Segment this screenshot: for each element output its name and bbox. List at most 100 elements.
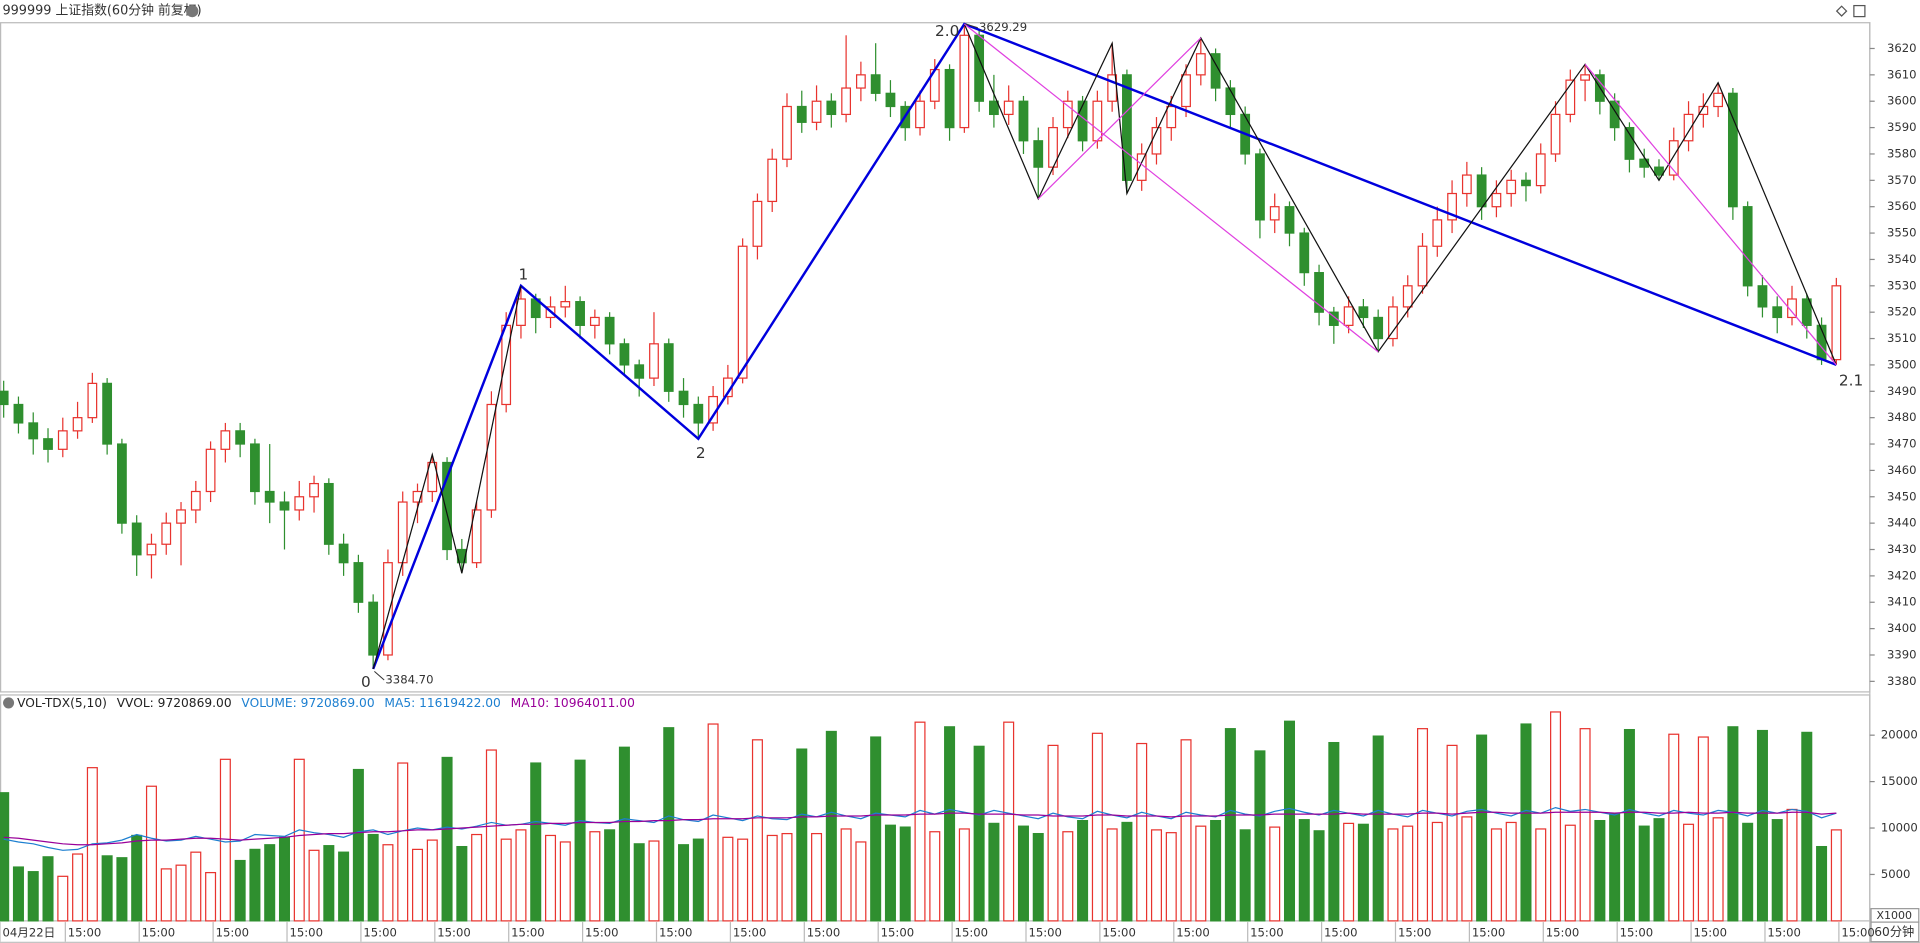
candle-body bbox=[117, 443, 127, 524]
volume-bar bbox=[1298, 819, 1310, 922]
candle-body bbox=[442, 461, 452, 551]
volume-bar bbox=[1357, 823, 1369, 922]
x-tick-label: 15:00 bbox=[881, 926, 915, 940]
candle-body bbox=[663, 343, 674, 392]
volume-bar bbox=[205, 871, 217, 922]
candle-body bbox=[1521, 179, 1531, 187]
volume-bar bbox=[1269, 826, 1281, 922]
candle-body bbox=[1181, 74, 1191, 108]
volume-bar bbox=[870, 736, 882, 922]
candle-body bbox=[161, 522, 172, 545]
volume-bar bbox=[441, 756, 453, 922]
candle-body bbox=[1580, 74, 1590, 81]
volume-bar bbox=[1017, 825, 1029, 922]
volume-bar bbox=[1136, 742, 1148, 922]
candle-body bbox=[693, 403, 704, 424]
volume-bar bbox=[1535, 828, 1547, 922]
candle-body bbox=[737, 245, 748, 379]
x-tick-label: 15:00 bbox=[1398, 926, 1432, 940]
volume-bar bbox=[825, 730, 837, 922]
volume-bar bbox=[1003, 721, 1015, 922]
y-tick-label: 3500 bbox=[1887, 357, 1917, 371]
legend-entry: MA5: 11619422.00 bbox=[384, 695, 500, 709]
indicator-icon[interactable] bbox=[3, 697, 15, 709]
x-tick-label: 15:00 bbox=[1250, 926, 1284, 940]
candle-body bbox=[1402, 285, 1413, 308]
volume-bar bbox=[411, 848, 424, 922]
legend-entry: MA10: 10964011.00 bbox=[511, 695, 635, 709]
candle-body bbox=[826, 100, 837, 116]
candle-body bbox=[811, 100, 822, 123]
wave-line bbox=[963, 23, 1837, 366]
volume-bar bbox=[1106, 828, 1118, 922]
candle-body bbox=[427, 461, 438, 493]
candle-body bbox=[323, 482, 334, 545]
candle-body bbox=[1077, 100, 1088, 142]
volume-bar bbox=[840, 828, 852, 922]
y-tick-label: 3510 bbox=[1887, 331, 1917, 345]
y-tick-label: 20000 bbox=[1881, 728, 1918, 742]
volume-bar bbox=[1032, 832, 1044, 922]
volume-bar bbox=[1653, 818, 1665, 922]
volume-bar bbox=[485, 749, 497, 922]
volume-bar bbox=[1697, 736, 1709, 922]
period-label[interactable]: 60分钟 bbox=[1874, 924, 1914, 939]
candle-body bbox=[1343, 306, 1354, 326]
candle-body bbox=[309, 482, 319, 498]
volume-bar bbox=[722, 836, 734, 922]
period-box[interactable] bbox=[1870, 921, 1920, 943]
candle-body bbox=[1166, 105, 1177, 129]
volume-bar bbox=[1461, 816, 1473, 922]
volume-bar bbox=[219, 758, 231, 922]
y-tick-label: 3470 bbox=[1887, 437, 1917, 451]
price-label: 3384.70 bbox=[385, 672, 433, 686]
candle-body bbox=[915, 100, 925, 129]
volume-bar bbox=[1195, 825, 1207, 922]
candle-body bbox=[634, 364, 645, 379]
y-tick-label: 5000 bbox=[1881, 867, 1911, 881]
y-tick-label: 3480 bbox=[1887, 410, 1917, 424]
candle-body bbox=[501, 324, 512, 406]
candle-body bbox=[28, 422, 39, 440]
y-tick-label: 10000 bbox=[1881, 821, 1918, 835]
candle-body bbox=[649, 343, 659, 379]
volume-bar bbox=[323, 845, 335, 922]
volume-bar bbox=[1077, 819, 1089, 922]
candle-body bbox=[146, 543, 157, 556]
volume-bar bbox=[0, 792, 10, 922]
candle-body bbox=[338, 543, 349, 564]
volume-bar bbox=[160, 868, 172, 922]
candle-body bbox=[752, 200, 763, 247]
volume-bar bbox=[958, 828, 970, 922]
candle-body bbox=[1683, 113, 1694, 142]
candle-body bbox=[220, 430, 231, 450]
candle-body bbox=[1018, 100, 1029, 142]
candle-body bbox=[57, 430, 68, 450]
volume-bar bbox=[530, 762, 542, 922]
candle-body bbox=[589, 316, 600, 326]
candle-body bbox=[72, 417, 83, 432]
pointer bbox=[374, 671, 385, 681]
candle-body bbox=[1328, 311, 1339, 326]
diamond-icon[interactable] bbox=[1835, 5, 1848, 17]
candle-body bbox=[796, 105, 807, 123]
volume-bar bbox=[1830, 829, 1842, 922]
volume-bar bbox=[101, 855, 113, 922]
volume-bar bbox=[929, 831, 941, 922]
x-tick-label: 15:00 bbox=[363, 926, 397, 940]
y-tick-label: 15000 bbox=[1881, 774, 1918, 788]
volume-bar bbox=[116, 857, 128, 922]
candle-body bbox=[383, 562, 393, 656]
volume-bar bbox=[1417, 728, 1429, 922]
volume-bar bbox=[618, 746, 630, 922]
volume-bar bbox=[899, 826, 911, 922]
window-icon[interactable] bbox=[1853, 4, 1866, 18]
x-tick-label: 15:00 bbox=[1324, 926, 1358, 940]
volume-bar bbox=[1121, 821, 1133, 922]
menu-icon[interactable] bbox=[186, 4, 199, 18]
volume-bar bbox=[1328, 741, 1340, 922]
y-tick-label: 3390 bbox=[1887, 647, 1917, 661]
volume-bar bbox=[42, 856, 54, 922]
volume-bar bbox=[737, 838, 749, 922]
